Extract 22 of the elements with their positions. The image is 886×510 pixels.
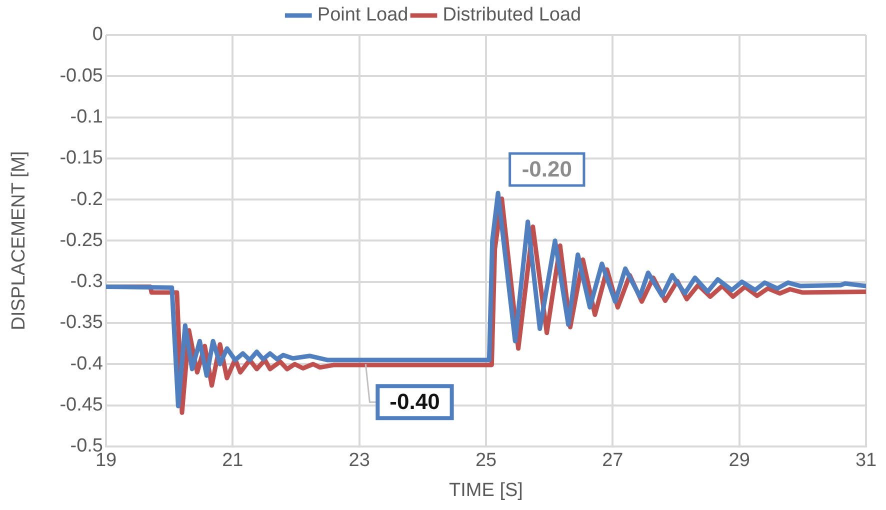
legend-label: Distributed Load [442, 4, 582, 26]
y-axis-title: DISPLACEMENT [M] [8, 151, 30, 330]
y-tick-label: -0.3 [70, 271, 103, 292]
x-tick-label: 23 [348, 450, 370, 472]
x-tick-label: 21 [222, 450, 244, 472]
y-tick-label: -0.4 [70, 353, 104, 374]
y-tick-label: -0.25 [60, 230, 103, 251]
x-tick-label: 29 [728, 450, 750, 472]
y-tick-label: 0 [92, 24, 103, 46]
y-tick-label: -0.1 [70, 106, 103, 128]
y-tick-label: -0.15 [60, 148, 103, 169]
annotation: -0.40 [390, 389, 440, 414]
y-tick-label: -0.35 [60, 312, 103, 334]
x-axis-title: TIME [S] [449, 480, 523, 501]
y-tick-label: -0.05 [60, 65, 103, 86]
x-tick-label: 25 [475, 450, 497, 472]
legend-label: Point Load [317, 4, 408, 26]
y-tick-label: -0.2 [70, 188, 103, 210]
x-tick-label: 27 [602, 450, 624, 472]
annotation: -0.20 [522, 156, 572, 182]
y-tick-label: -0.45 [60, 394, 103, 416]
x-tick-label: 31 [855, 450, 877, 472]
